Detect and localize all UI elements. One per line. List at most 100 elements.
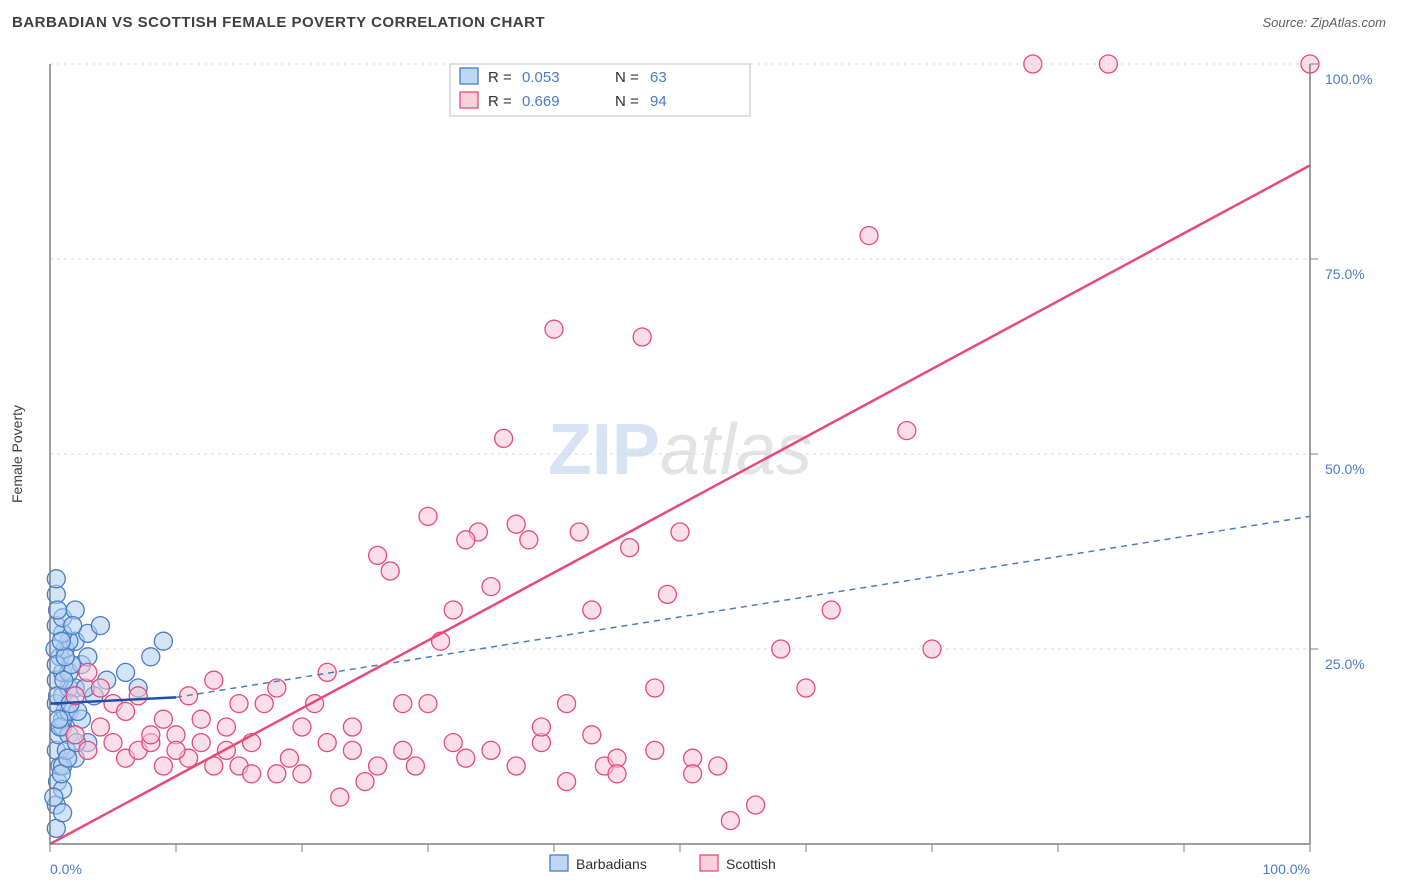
scatter-point: [318, 734, 336, 752]
scatter-point: [154, 757, 172, 775]
scatter-point: [91, 617, 109, 635]
scatter-point: [520, 531, 538, 549]
scatter-point: [747, 796, 765, 814]
legend-n-value: 94: [650, 93, 667, 110]
scatter-point: [243, 765, 261, 783]
legend-swatch: [460, 68, 478, 84]
scatter-point: [192, 734, 210, 752]
chart-source: Source: ZipAtlas.com: [1262, 15, 1386, 30]
scatter-point: [79, 663, 97, 681]
scatter-point: [79, 741, 97, 759]
scatter-point: [646, 679, 664, 697]
legend-r-value: 0.053: [522, 69, 560, 86]
scatter-point: [217, 718, 235, 736]
scatter-point: [381, 562, 399, 580]
scatter-point: [444, 734, 462, 752]
scatter-point: [495, 429, 513, 447]
scatter-point: [343, 718, 361, 736]
scatter-point: [633, 328, 651, 346]
scatter-point: [154, 710, 172, 728]
scatter-point: [457, 749, 475, 767]
scatter-point: [558, 773, 576, 791]
scatter-point: [142, 648, 160, 666]
scatter-point: [356, 773, 374, 791]
scatter-point: [406, 757, 424, 775]
scatter-point: [1024, 55, 1042, 73]
scatter-point: [532, 718, 550, 736]
scatter-point: [268, 765, 286, 783]
scatter-point: [507, 757, 525, 775]
scatter-point: [129, 687, 147, 705]
legend-n-label: N =: [615, 93, 639, 110]
chart-container: ZIPatlas0.0%100.0%25.0%50.0%75.0%100.0%F…: [0, 44, 1406, 892]
scatter-point: [167, 741, 185, 759]
scatter-point: [860, 227, 878, 245]
chart-header: BARBADIAN VS SCOTTISH FEMALE POVERTY COR…: [0, 0, 1406, 44]
scatter-point: [482, 741, 500, 759]
scatter-point: [230, 695, 248, 713]
x-tick-label: 0.0%: [50, 861, 82, 877]
correlation-scatter-chart: ZIPatlas0.0%100.0%25.0%50.0%75.0%100.0%F…: [0, 44, 1406, 892]
legend-n-label: N =: [615, 69, 639, 86]
y-tick-label: 100.0%: [1325, 71, 1372, 87]
scatter-point: [709, 757, 727, 775]
scatter-point: [923, 640, 941, 658]
y-axis-label: Female Poverty: [9, 405, 25, 503]
scatter-point: [444, 601, 462, 619]
scatter-point: [369, 546, 387, 564]
scatter-point: [369, 757, 387, 775]
trend-line-solid: [50, 165, 1310, 844]
scatter-point: [545, 320, 563, 338]
scatter-point: [1099, 55, 1117, 73]
scatter-point: [671, 523, 689, 541]
trend-line-dashed: [176, 516, 1310, 697]
scatter-point: [49, 601, 67, 619]
x-tick-label: 100.0%: [1263, 861, 1310, 877]
scatter-point: [394, 695, 412, 713]
scatter-point: [104, 734, 122, 752]
scatter-point: [205, 671, 223, 689]
scatter-point: [419, 695, 437, 713]
legend-n-value: 63: [650, 69, 667, 86]
scatter-point: [331, 788, 349, 806]
scatter-point: [280, 749, 298, 767]
scatter-point: [50, 710, 68, 728]
scatter-point: [507, 515, 525, 533]
scatter-point: [583, 601, 601, 619]
scatter-point: [797, 679, 815, 697]
watermark: ZIPatlas: [548, 410, 812, 490]
scatter-point: [608, 765, 626, 783]
legend-swatch: [460, 92, 478, 108]
scatter-point: [54, 804, 72, 822]
scatter-point: [482, 578, 500, 596]
scatter-point: [570, 523, 588, 541]
legend-r-label: R =: [488, 69, 512, 86]
scatter-point: [419, 507, 437, 525]
scatter-point: [646, 741, 664, 759]
y-tick-label: 50.0%: [1325, 461, 1365, 477]
scatter-point: [192, 710, 210, 728]
scatter-point: [898, 422, 916, 440]
scatter-point: [91, 679, 109, 697]
scatter-point: [117, 702, 135, 720]
scatter-point: [658, 585, 676, 603]
scatter-point: [64, 617, 82, 635]
bottom-legend-swatch: [700, 855, 718, 871]
bottom-legend-label: Barbadians: [576, 856, 647, 872]
scatter-point: [772, 640, 790, 658]
scatter-point: [117, 663, 135, 681]
chart-title: BARBADIAN VS SCOTTISH FEMALE POVERTY COR…: [12, 14, 545, 31]
scatter-point: [394, 741, 412, 759]
scatter-point: [66, 726, 84, 744]
scatter-point: [583, 726, 601, 744]
scatter-point: [255, 695, 273, 713]
bottom-legend-label: Scottish: [726, 856, 776, 872]
scatter-point: [558, 695, 576, 713]
scatter-point: [621, 539, 639, 557]
scatter-point: [721, 812, 739, 830]
legend-r-label: R =: [488, 93, 512, 110]
scatter-point: [293, 765, 311, 783]
scatter-point: [457, 531, 475, 549]
bottom-legend-swatch: [550, 855, 568, 871]
y-tick-label: 25.0%: [1325, 656, 1365, 672]
